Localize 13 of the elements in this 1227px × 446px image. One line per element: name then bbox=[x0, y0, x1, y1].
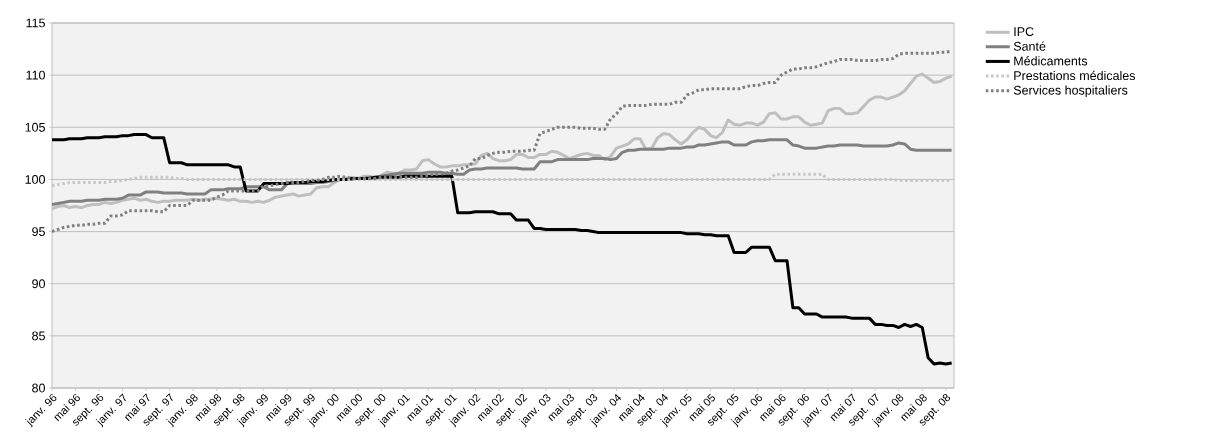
y-tick-label: 105 bbox=[25, 122, 45, 132]
y-tick-label: 110 bbox=[26, 70, 45, 80]
legend-label: Prestations médicales bbox=[1014, 70, 1136, 81]
legend-label: IPC bbox=[1014, 27, 1034, 37]
y-tick-label: 115 bbox=[26, 18, 45, 28]
y-tick-label: 80 bbox=[32, 383, 45, 393]
y-tick-label: 95 bbox=[32, 227, 45, 236]
legend-label: Médicaments bbox=[1014, 56, 1088, 66]
legend-label: Santé bbox=[1013, 41, 1046, 51]
y-tick-label: 100 bbox=[25, 175, 45, 184]
y-tick-label: 90 bbox=[32, 279, 45, 289]
legend-label: Services hospitaliers bbox=[1013, 85, 1128, 98]
y-tick-label: 85 bbox=[32, 331, 45, 341]
